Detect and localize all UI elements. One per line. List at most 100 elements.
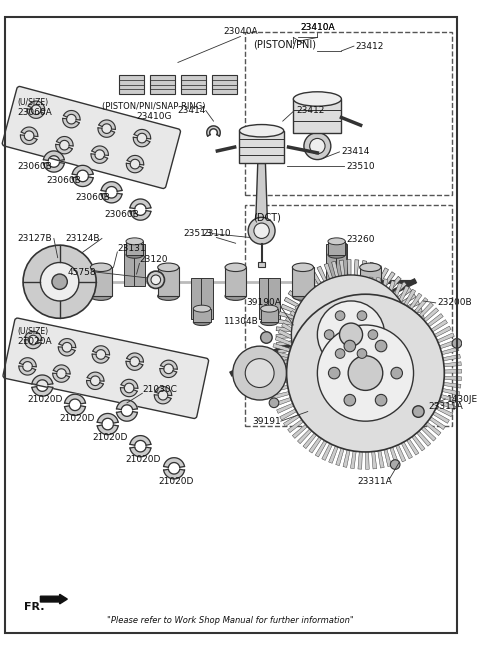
- Polygon shape: [429, 417, 445, 430]
- Text: 21020D: 21020D: [92, 433, 128, 442]
- Polygon shape: [339, 260, 345, 276]
- Polygon shape: [282, 323, 298, 335]
- Circle shape: [375, 395, 387, 406]
- Text: 23060A: 23060A: [17, 108, 52, 117]
- Polygon shape: [357, 393, 363, 410]
- Polygon shape: [286, 365, 301, 376]
- Circle shape: [357, 349, 367, 358]
- Polygon shape: [369, 277, 373, 294]
- Polygon shape: [408, 350, 423, 358]
- Polygon shape: [276, 403, 294, 413]
- Text: 23410G: 23410G: [136, 112, 172, 121]
- Polygon shape: [292, 424, 308, 438]
- Polygon shape: [409, 293, 422, 309]
- Circle shape: [368, 330, 378, 339]
- Bar: [292, 267, 313, 296]
- Text: 23131: 23131: [117, 244, 146, 253]
- Polygon shape: [101, 193, 122, 203]
- Polygon shape: [164, 469, 184, 479]
- Polygon shape: [443, 354, 460, 361]
- Circle shape: [287, 294, 444, 452]
- Polygon shape: [427, 313, 443, 327]
- Text: "Please refer to Work Shop Manual for further information": "Please refer to Work Shop Manual for fu…: [108, 616, 354, 625]
- Polygon shape: [384, 449, 392, 467]
- Polygon shape: [269, 365, 287, 370]
- Polygon shape: [366, 262, 374, 278]
- Polygon shape: [347, 278, 353, 296]
- Polygon shape: [161, 360, 177, 369]
- Polygon shape: [130, 447, 151, 457]
- Polygon shape: [388, 276, 401, 291]
- Polygon shape: [347, 259, 351, 275]
- Text: 1430JE: 1430JE: [447, 395, 479, 404]
- Ellipse shape: [328, 238, 345, 245]
- Polygon shape: [155, 387, 172, 395]
- Polygon shape: [317, 266, 327, 281]
- Polygon shape: [101, 182, 122, 191]
- Polygon shape: [339, 280, 347, 297]
- Polygon shape: [444, 382, 461, 388]
- Polygon shape: [310, 270, 321, 285]
- Ellipse shape: [360, 263, 381, 272]
- Ellipse shape: [293, 92, 341, 106]
- Polygon shape: [290, 370, 305, 382]
- Text: 21020D: 21020D: [125, 455, 160, 464]
- Circle shape: [317, 301, 384, 369]
- Text: 23414: 23414: [178, 106, 206, 115]
- Polygon shape: [288, 419, 303, 433]
- Polygon shape: [269, 373, 287, 377]
- Polygon shape: [318, 287, 330, 304]
- Polygon shape: [375, 278, 381, 295]
- Bar: [258, 261, 265, 267]
- Polygon shape: [43, 151, 64, 161]
- Bar: [328, 241, 345, 255]
- Polygon shape: [21, 135, 37, 144]
- Polygon shape: [63, 111, 80, 120]
- Polygon shape: [350, 451, 356, 469]
- Text: 23412: 23412: [296, 106, 324, 115]
- Text: 23410A: 23410A: [300, 23, 335, 32]
- Polygon shape: [53, 373, 70, 382]
- Text: 23060B: 23060B: [75, 192, 110, 202]
- Circle shape: [52, 274, 67, 289]
- Ellipse shape: [240, 125, 284, 137]
- Polygon shape: [441, 347, 459, 355]
- Polygon shape: [365, 452, 369, 469]
- Polygon shape: [280, 409, 297, 420]
- FancyBboxPatch shape: [2, 86, 180, 188]
- Bar: [225, 267, 246, 296]
- Polygon shape: [272, 391, 289, 399]
- Text: 23414: 23414: [341, 148, 370, 157]
- Circle shape: [328, 367, 340, 379]
- Polygon shape: [372, 451, 377, 469]
- Polygon shape: [390, 447, 399, 465]
- Ellipse shape: [261, 318, 278, 326]
- Polygon shape: [408, 315, 424, 322]
- Polygon shape: [401, 294, 416, 305]
- Text: 23110: 23110: [202, 229, 231, 238]
- Circle shape: [357, 311, 367, 320]
- Bar: [336, 244, 347, 285]
- Ellipse shape: [193, 318, 211, 326]
- Polygon shape: [372, 265, 382, 280]
- Polygon shape: [25, 332, 42, 341]
- Polygon shape: [404, 289, 416, 306]
- Polygon shape: [441, 395, 458, 403]
- Polygon shape: [378, 450, 384, 468]
- Bar: [90, 267, 111, 296]
- Polygon shape: [56, 144, 72, 154]
- Ellipse shape: [158, 263, 179, 272]
- Polygon shape: [303, 433, 317, 448]
- Bar: [261, 309, 278, 322]
- Text: 23060B: 23060B: [104, 210, 139, 219]
- Polygon shape: [386, 381, 398, 395]
- Polygon shape: [98, 128, 115, 137]
- Ellipse shape: [292, 263, 313, 272]
- Bar: [150, 75, 175, 94]
- Text: 23060B: 23060B: [46, 176, 81, 185]
- Text: 23412: 23412: [356, 42, 384, 51]
- Ellipse shape: [360, 292, 381, 300]
- Polygon shape: [53, 365, 70, 374]
- Polygon shape: [276, 327, 292, 332]
- Polygon shape: [406, 356, 421, 365]
